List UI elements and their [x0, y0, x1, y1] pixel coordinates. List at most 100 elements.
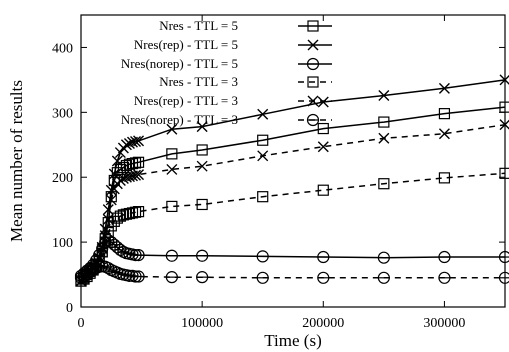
data-point — [196, 198, 208, 211]
data-point — [196, 121, 208, 133]
y-axis-title: Mean number of results — [7, 80, 26, 242]
data-point — [129, 157, 142, 169]
series-line — [80, 239, 505, 277]
data-point — [256, 271, 269, 284]
data-point — [117, 209, 130, 221]
legend-marker — [307, 20, 319, 32]
data-point — [257, 108, 269, 120]
data-point — [196, 160, 208, 172]
data-point — [196, 144, 208, 156]
data-point — [111, 155, 123, 167]
data-point — [378, 132, 390, 144]
data-point — [438, 172, 451, 184]
legend-label: Nres - TTL = 3 — [159, 74, 238, 89]
data-point — [123, 158, 136, 170]
legend-entry: Nres - TTL = 3 — [159, 74, 332, 89]
data-point — [196, 249, 209, 262]
data-point — [317, 184, 329, 196]
series-4 — [75, 167, 509, 287]
data-point — [117, 161, 130, 174]
data-point — [102, 226, 114, 238]
data-point — [256, 250, 269, 263]
data-point — [499, 74, 509, 86]
legend-marker — [307, 95, 319, 107]
data-point — [133, 169, 145, 181]
data-point — [196, 271, 209, 284]
y-tick-label: 0 — [66, 301, 73, 316]
legend-marker — [307, 39, 319, 51]
data-point — [499, 119, 509, 131]
data-point — [99, 230, 111, 242]
data-point — [499, 101, 509, 113]
data-point — [257, 191, 269, 203]
data-point — [80, 267, 94, 281]
legend-marker — [307, 76, 319, 88]
data-point — [166, 200, 178, 213]
data-point — [114, 210, 126, 222]
y-tick-label: 100 — [52, 236, 73, 251]
legend-entry: Nres - TTL = 5 — [159, 18, 332, 33]
data-point — [438, 82, 450, 94]
data-point — [123, 207, 136, 220]
y-tick-label: 200 — [52, 171, 73, 186]
x-tick-label: 100000 — [181, 316, 223, 331]
series-line — [80, 172, 506, 282]
x-axis: 0 100000 200000 300000 — [78, 15, 465, 331]
data-point — [317, 96, 329, 108]
data-point — [498, 271, 509, 284]
data-point — [83, 265, 97, 279]
data-point — [438, 250, 451, 264]
x-axis-title: Time (s) — [264, 331, 321, 350]
data-point — [166, 163, 178, 175]
data-point — [117, 173, 129, 185]
data-point — [105, 194, 117, 206]
data-point — [102, 213, 114, 225]
data-point — [378, 178, 390, 190]
data-point — [438, 128, 450, 140]
y-tick-label: 400 — [52, 41, 73, 56]
data-point — [126, 157, 139, 170]
series-5 — [75, 119, 509, 287]
data-point — [126, 207, 139, 219]
data-point — [132, 206, 145, 218]
legend-label: Nres - TTL = 5 — [159, 18, 238, 33]
data-point — [96, 243, 108, 255]
legend-marker — [306, 113, 320, 127]
legend-label: Nres(rep) - TTL = 3 — [134, 93, 238, 108]
data-point — [132, 248, 145, 262]
legend-entry: Nres(rep) - TTL = 3 — [134, 93, 332, 108]
data-point — [166, 123, 178, 135]
data-point — [133, 135, 145, 147]
data-point — [129, 206, 142, 218]
series-layer — [74, 74, 509, 287]
data-point — [257, 150, 269, 162]
x-tick-label: 300000 — [423, 316, 465, 331]
y-tick-label: 300 — [52, 106, 73, 121]
data-point — [317, 271, 330, 284]
legend-entry: Nres(rep) - TTL = 5 — [134, 37, 332, 52]
data-point — [111, 212, 123, 224]
data-point — [378, 89, 390, 101]
data-point — [102, 204, 114, 216]
legend-label: Nres(norep) - TTL = 3 — [121, 112, 238, 127]
data-point — [378, 116, 390, 128]
data-point — [257, 134, 269, 146]
data-point — [317, 141, 329, 153]
legend-label: Nres(norep) - TTL = 5 — [121, 56, 238, 71]
data-point — [377, 271, 390, 284]
legend-label: Nres(rep) - TTL = 5 — [134, 37, 238, 52]
plot-frame — [80, 14, 506, 308]
data-point — [498, 250, 509, 264]
x-tick-label: 200000 — [302, 316, 344, 331]
series-1 — [75, 101, 509, 287]
data-point — [377, 251, 390, 264]
data-point — [165, 249, 178, 262]
data-point — [123, 137, 135, 149]
data-point — [108, 183, 120, 195]
series-6 — [74, 260, 509, 284]
data-point — [77, 269, 91, 282]
data-point — [132, 156, 145, 168]
series-line — [80, 79, 506, 282]
data-point — [166, 148, 178, 160]
